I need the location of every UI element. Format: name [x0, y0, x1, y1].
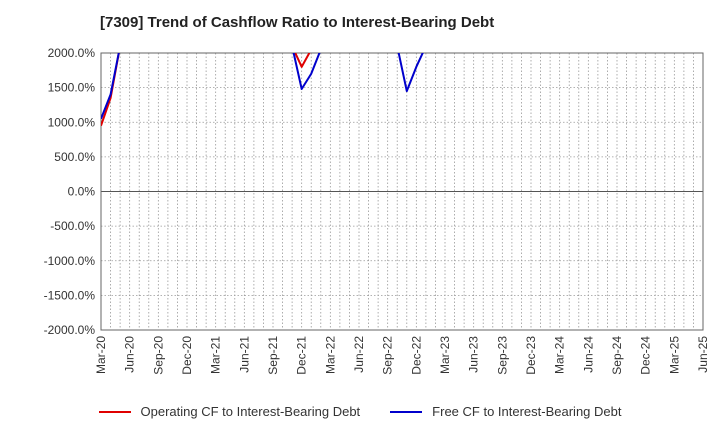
x-tick-label: Mar-23	[438, 336, 452, 374]
x-tick-label: Dec-22	[409, 336, 423, 375]
x-tick-label: Dec-23	[524, 336, 538, 375]
y-tick-label: -500.0%	[50, 219, 95, 233]
x-tick-label: Jun-20	[123, 336, 137, 373]
x-tick-label: Dec-24	[639, 336, 653, 375]
x-tick-label: Jun-21	[237, 336, 251, 373]
series-group	[101, 53, 424, 127]
x-axis: Mar-20 Jun-20 Sep-20 Dec-20 Mar-21 Jun-21 Sep-…	[94, 336, 710, 375]
x-tick-label: Mar-20	[94, 336, 108, 374]
y-tick-label: -1500.0%	[44, 288, 96, 302]
y-tick-label: 0.0%	[68, 185, 96, 199]
x-tick-label: Dec-20	[180, 336, 194, 375]
x-tick-label: Mar-25	[667, 336, 681, 374]
y-tick-label: -2000.0%	[44, 323, 96, 337]
x-tick-label: Jun-25	[696, 336, 710, 373]
y-tick-label: -1000.0%	[44, 254, 96, 268]
x-tick-label: Mar-21	[209, 336, 223, 374]
legend-label: Operating CF to Interest-Bearing Debt	[140, 404, 361, 419]
x-tick-label: Jun-23	[467, 336, 481, 373]
vertical-gridlines	[110, 53, 694, 330]
x-tick-label: Sep-20	[151, 336, 165, 375]
y-tick-label: 2000.0%	[48, 46, 96, 60]
legend-label: Free CF to Interest-Bearing Debt	[432, 404, 622, 419]
x-tick-label: Mar-22	[323, 336, 337, 374]
x-tick-label: Sep-21	[266, 336, 280, 375]
horizontal-gridlines	[101, 87, 703, 296]
x-tick-label: Sep-24	[610, 336, 624, 375]
plot-frame	[100, 52, 704, 331]
x-tick-label: Sep-23	[495, 336, 509, 375]
y-tick-label: 500.0%	[54, 150, 95, 164]
y-axis: 2000.0% 1500.0% 1000.0% 500.0% 0.0% -500.0% -1…	[44, 46, 96, 337]
chart-legend: Operating CF to Interest-Bearing Debt Fre…	[0, 404, 720, 419]
y-tick-label: 1000.0%	[48, 115, 96, 129]
x-tick-label: Sep-22	[381, 336, 395, 375]
legend-item: Free CF to Interest-Bearing Debt	[390, 404, 621, 419]
chart-title: [7309] Trend of Cashflow Ratio to Intere…	[100, 14, 495, 31]
x-tick-label: Jun-24	[581, 336, 595, 373]
series-line	[101, 53, 424, 120]
legend-swatch	[98, 410, 131, 413]
y-tick-label: 1500.0%	[48, 81, 96, 95]
legend-swatch	[390, 410, 423, 413]
legend-item: Operating CF to Interest-Bearing Debt	[98, 404, 361, 419]
x-tick-label: Jun-22	[352, 336, 366, 373]
x-tick-label: Mar-24	[553, 336, 567, 374]
x-tick-label: Dec-21	[295, 336, 309, 375]
